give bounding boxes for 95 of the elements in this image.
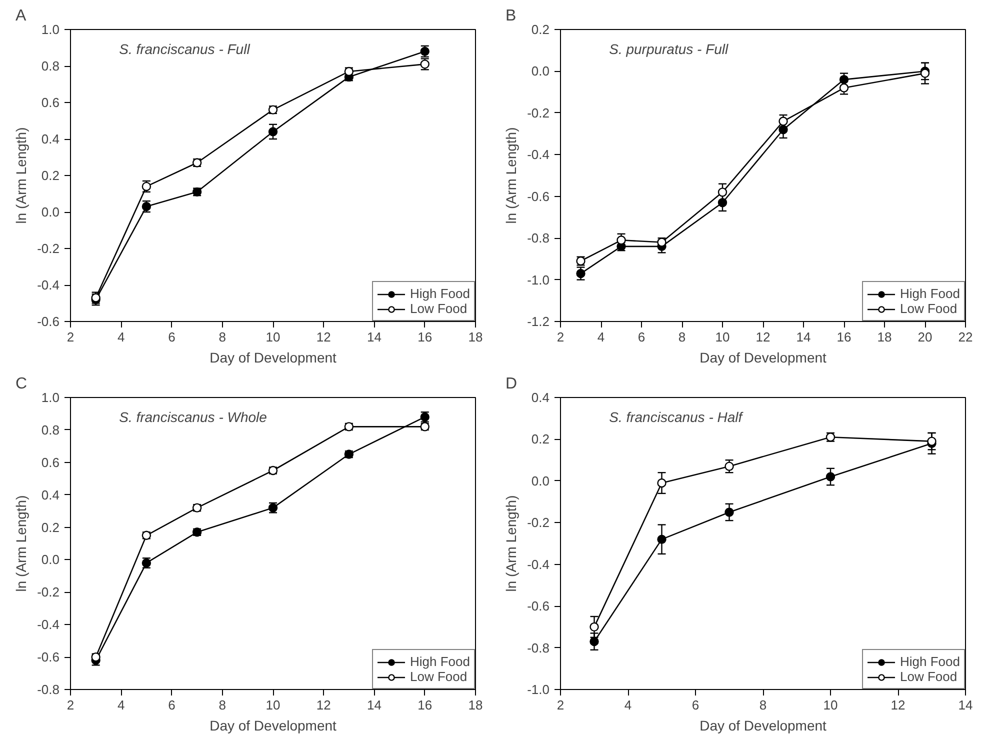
x-tick-label: 12 [316,330,331,344]
x-tick-label: 8 [218,698,226,712]
x-tick-label: 6 [692,698,700,712]
x-tick-label: 16 [418,330,432,344]
chart-title: B [506,8,516,24]
x-tick-label: 2 [556,330,564,344]
x-tick-label: 14 [367,698,382,712]
x-tick-label: 12 [890,698,906,712]
x-tick-label: 10 [266,698,280,712]
x-tick-label: 14 [367,330,382,344]
y-tick-label: 0.8 [41,422,60,438]
x-axis-title: Day of Development [700,350,827,366]
legend-label: High Food [410,286,470,301]
x-axis-title: Day of Development [210,350,337,366]
y-tick-label: -0.6 [37,314,60,329]
text: S. franciscanus - Half [609,409,744,426]
x-tick-label: 6 [168,330,176,344]
y-tick-label: 0.2 [531,432,550,447]
x-tick-label: 14 [958,698,973,712]
text: S. franciscanus - Whole [119,409,268,426]
legend-label: Low Food [410,301,468,316]
x-tick-label: 18 [468,330,483,344]
y-tick-label: -0.4 [37,278,60,292]
y-tick-label: 0.4 [41,132,60,146]
y-tick-label: 1.0 [41,22,60,37]
y-tick-label: 0.4 [41,487,60,502]
x-tick-label: 6 [638,330,646,344]
y-axis-title: ln (Arm Length) [13,495,30,592]
x-tick-label: 10 [823,698,838,712]
legend-label: Low Food [900,301,958,316]
y-tick-label: -0.4 [527,147,550,162]
x-tick-label: 6 [168,698,176,712]
y-tick-label: -1.0 [527,272,550,288]
x-tick-label: 4 [118,330,125,344]
legend-label: High Food [900,286,960,301]
x-axis-title: Day of Development [210,718,337,734]
x-tick-label: 12 [756,330,770,344]
y-tick-label: 0.6 [41,95,60,110]
x-axis-title: Day of Development [700,718,827,734]
y-tick-label: -0.2 [527,105,550,120]
x-tick-label: 2 [66,330,74,344]
legend-label: High Food [900,654,960,669]
chart-title: D [506,376,518,392]
x-tick-label: 14 [796,330,811,344]
y-tick-label: -0.8 [527,640,550,656]
y-tick-label: -0.6 [527,188,550,204]
x-tick-label: 10 [266,330,280,344]
x-tick-label: 2 [66,698,74,712]
x-tick-label: 16 [836,330,852,344]
y-axis-title: ln (Arm Length) [503,495,520,592]
x-tick-label: 4 [118,698,125,712]
x-tick-label: 4 [624,698,632,712]
text: S. purpuratus - Full [609,41,730,58]
y-tick-label: 0.0 [531,64,550,79]
y-axis-title: ln (Arm Length) [13,127,30,224]
x-tick-label: 8 [678,330,686,344]
y-tick-label: 0.0 [41,204,60,220]
y-tick-label: -0.4 [527,556,550,572]
x-tick-label: 22 [958,330,973,344]
y-tick-label: -0.8 [37,682,60,697]
y-tick-label: 0.2 [41,520,60,535]
x-tick-label: 16 [418,698,432,712]
x-tick-label: 8 [218,330,226,344]
y-tick-label: 0.4 [531,390,550,405]
y-tick-label: 0.2 [531,22,550,37]
legend-label: High Food [410,654,470,669]
y-tick-label: 1.0 [41,390,60,405]
y-axis-title: ln (Arm Length) [503,127,520,224]
y-tick-label: -0.4 [37,617,60,632]
y-tick-label: -1.2 [527,314,550,329]
y-tick-label: -0.2 [37,241,60,256]
y-tick-label: 0.6 [41,454,60,470]
legend-label: Low Food [900,669,958,684]
y-tick-label: 0.2 [41,168,60,183]
chart-title: C [16,376,28,392]
y-tick-label: -0.6 [527,598,550,614]
y-tick-label: -0.2 [527,515,550,530]
y-tick-label: -0.2 [37,584,60,600]
x-tick-label: 2 [556,698,564,712]
chart-title: A [16,8,26,24]
y-tick-label: 0.0 [41,552,60,568]
y-tick-label: -0.8 [527,230,550,246]
legend-label: Low Food [410,669,468,684]
x-tick-label: 12 [316,698,331,712]
y-tick-label: -0.6 [37,650,60,665]
y-tick-label: -1.0 [527,682,550,697]
x-tick-label: 20 [918,330,932,344]
y-tick-label: 0.8 [41,58,60,74]
x-tick-label: 8 [759,698,767,712]
x-tick-label: 4 [597,330,605,344]
y-tick-label: 0.0 [531,473,550,488]
x-tick-label: 18 [468,698,483,712]
x-tick-label: 18 [877,330,892,344]
x-tick-label: 10 [715,330,730,344]
text: S. franciscanus - Full [119,41,251,58]
